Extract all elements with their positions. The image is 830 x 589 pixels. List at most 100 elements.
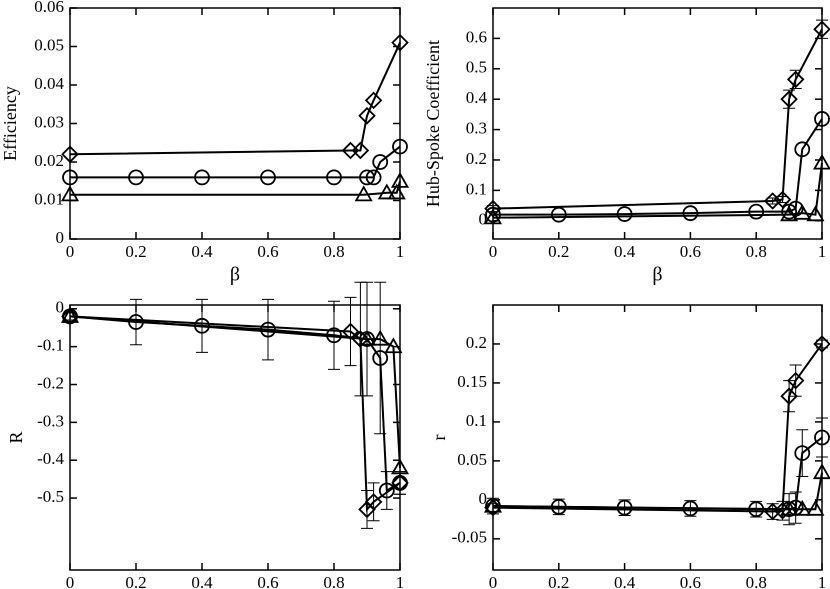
x-axis-label: β [230,264,240,286]
x-tick-label: 0.6 [680,573,701,589]
x-tick-label: 0.6 [680,242,701,261]
error-bar [783,89,796,109]
triangle-marker [806,499,825,516]
y-tick-label: 0.04 [34,74,64,93]
diamond-marker [780,90,798,108]
error-bar [380,471,393,510]
y-axis-label: Hub-Spoke Coefficient [423,40,443,207]
x-tick-label: 0.8 [746,242,767,261]
x-tick-label: 1 [396,573,405,589]
y-tick-label: 0 [479,489,488,508]
error-bar [262,298,274,361]
y-tick-label: 0 [56,228,65,247]
series-line [492,28,823,210]
x-tick-label: 0.2 [548,573,569,589]
error-bar [394,471,406,495]
triangle-marker [387,183,406,200]
diamond-marker [786,70,805,89]
circle-marker [260,169,276,186]
y-tick-label: 0.03 [34,112,64,131]
plot-frame [69,7,401,240]
y-tick-label: 0.05 [34,35,64,54]
error-bar [374,281,387,435]
y-tick-label: 0.06 [34,0,64,16]
series-line [69,42,401,156]
error-bar [816,19,828,39]
triangle-marker [384,337,403,354]
triangle-marker [780,205,799,222]
panel: 00.20.40.60.810-0.1-0.2-0.3-0.4-0.5βR [6,281,410,589]
circle-marker [682,205,699,222]
diamond-marker [358,107,376,125]
panel: 0 0.2 0.4 0.6 0.8 1 0 0.01 0.02 0.03 0.04 0.05 0.06 β… [0,0,410,286]
circle-marker [378,482,395,499]
y-tick-label: 0.2 [466,149,487,168]
circle-marker [62,169,78,186]
circle-marker [550,206,567,223]
circle-marker [365,169,382,186]
diamond-marker [773,190,792,209]
triangle-marker [793,203,812,220]
triangle-marker [483,208,503,225]
y-axis-label: Efficiency [0,86,20,161]
triangle-marker [60,307,80,323]
x-tick-label: 0.4 [614,242,636,261]
y-tick-label: -0.3 [37,411,64,430]
diamond-marker [813,20,830,39]
x-tick-label: 1 [818,242,827,261]
triangle-marker [806,205,825,222]
error-bar [816,417,828,458]
x-tick-label: 0.2 [548,242,569,261]
y-tick-label: -0.5 [37,487,64,506]
triangle-marker [357,329,377,346]
x-tick-label: 0.4 [614,573,636,589]
y-tick-label: -0.05 [452,528,487,547]
y-tick-label: 0.3 [466,118,487,137]
x-tick-label: 0.4 [191,573,213,589]
y-axis-label: R [6,431,26,443]
diamond-marker [351,141,370,160]
x-tick-label: 0.8 [746,573,767,589]
error-bar [344,296,357,367]
diamond-marker [364,493,383,511]
series-line [69,315,401,468]
triangle-marker [377,183,396,200]
series-line [493,118,823,216]
y-tick-label: 0.6 [466,27,487,46]
circle-marker [794,445,811,461]
circle-marker [748,203,765,220]
circle-marker [814,111,830,127]
triangle-marker [780,499,799,516]
y-tick-label: -0.1 [37,336,64,355]
triangle-marker [60,185,80,202]
circle-marker [794,141,811,158]
y-tick-label: 0 [479,210,488,229]
y-tick-label: 0.01 [34,189,64,208]
x-axis-label: β [652,264,662,286]
error-bar [796,429,809,477]
series-line [492,343,823,513]
x-tick-label: 0.2 [125,242,146,261]
y-tick-label: 0.05 [457,450,487,469]
triangle-marker [793,499,812,516]
series-line [70,145,401,179]
series-line [70,180,401,196]
y-tick-label: 0.1 [466,179,487,198]
error-bar [789,69,802,90]
y-tick-label: 0.4 [466,88,488,107]
y-tick-label: 0.5 [466,58,487,77]
y-tick-label: 0.1 [466,411,487,430]
series-line [492,436,823,511]
y-axis-label: r [429,435,449,441]
y-tick-label: 0 [56,298,65,317]
x-tick-label: 0 [66,242,75,261]
x-tick-label: 0 [489,242,498,261]
circle-marker [128,169,144,186]
triangle-marker [354,185,373,202]
y-tick-label: -0.2 [37,373,64,392]
plot-frame [492,7,823,240]
error-bar [367,482,380,522]
diamond-marker [763,192,782,210]
